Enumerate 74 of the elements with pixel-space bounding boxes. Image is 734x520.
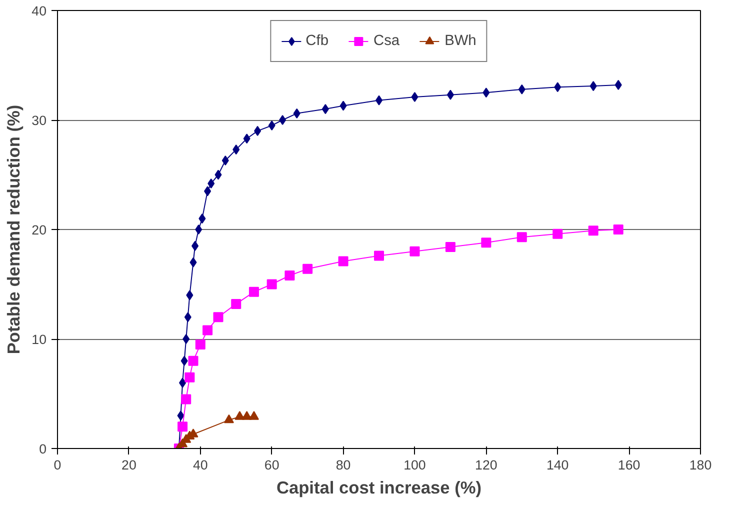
point (302, 264, 313, 274)
point (248, 411, 259, 420)
x-tick-label: 0 (54, 458, 62, 472)
point (243, 134, 250, 144)
point (590, 81, 597, 92)
point (554, 82, 562, 92)
y-tick-label: 40 (32, 4, 47, 18)
point (481, 238, 492, 248)
point (410, 246, 420, 256)
point (293, 108, 300, 118)
y-tick-label: 0 (39, 442, 47, 456)
legend-label: BWh (444, 33, 476, 49)
point (284, 270, 295, 280)
point (248, 286, 259, 297)
legend-label: Cfb (306, 33, 328, 49)
y-tick-label: 10 (32, 332, 47, 347)
point (198, 214, 206, 224)
x-axis-title: Capital cost increase (%) (276, 478, 482, 498)
point (518, 84, 526, 94)
x-tick-label: 100 (404, 458, 426, 472)
point (195, 339, 206, 350)
legend-label: Csa (373, 33, 400, 49)
point (195, 224, 202, 234)
x-tick-label: 40 (192, 458, 208, 472)
x-tick-label: 20 (122, 458, 136, 472)
y-axis-title: Potable demand reduction (%) (4, 104, 24, 354)
point (232, 144, 240, 155)
point (208, 178, 215, 189)
point (234, 411, 245, 420)
y-tick-label: 30 (32, 113, 47, 128)
point (322, 104, 329, 114)
point (411, 92, 418, 102)
point (192, 240, 199, 251)
point (340, 100, 347, 111)
y-tick-label: 20 (32, 222, 47, 238)
x-tick-label: 80 (336, 458, 351, 472)
point (202, 325, 213, 336)
point (446, 90, 454, 100)
point (588, 226, 598, 236)
point (179, 378, 186, 388)
point (204, 186, 212, 196)
point (213, 312, 224, 322)
point (552, 228, 563, 239)
point (338, 256, 348, 266)
x-tick-label: 120 (475, 458, 498, 472)
point (214, 170, 222, 180)
point (186, 290, 194, 300)
point (445, 242, 456, 252)
point (268, 120, 276, 130)
point (178, 422, 188, 432)
point (188, 356, 198, 366)
x-tick-label: 140 (546, 458, 569, 472)
point (180, 356, 188, 366)
x-tick-label: 60 (264, 458, 280, 472)
point (184, 372, 195, 382)
point (222, 156, 229, 166)
point (184, 312, 192, 322)
point (224, 414, 234, 424)
point (254, 126, 262, 136)
point (266, 279, 277, 290)
point (613, 224, 624, 234)
point (181, 394, 192, 404)
point (614, 80, 622, 90)
x-tick-label: 180 (689, 458, 712, 472)
point (231, 298, 242, 309)
point (374, 250, 384, 261)
point (242, 411, 252, 420)
point (516, 232, 527, 242)
x-tick-label: 160 (618, 458, 640, 472)
point (177, 410, 184, 421)
point (182, 334, 190, 344)
point (279, 115, 286, 125)
point (482, 88, 490, 98)
point (190, 257, 197, 268)
